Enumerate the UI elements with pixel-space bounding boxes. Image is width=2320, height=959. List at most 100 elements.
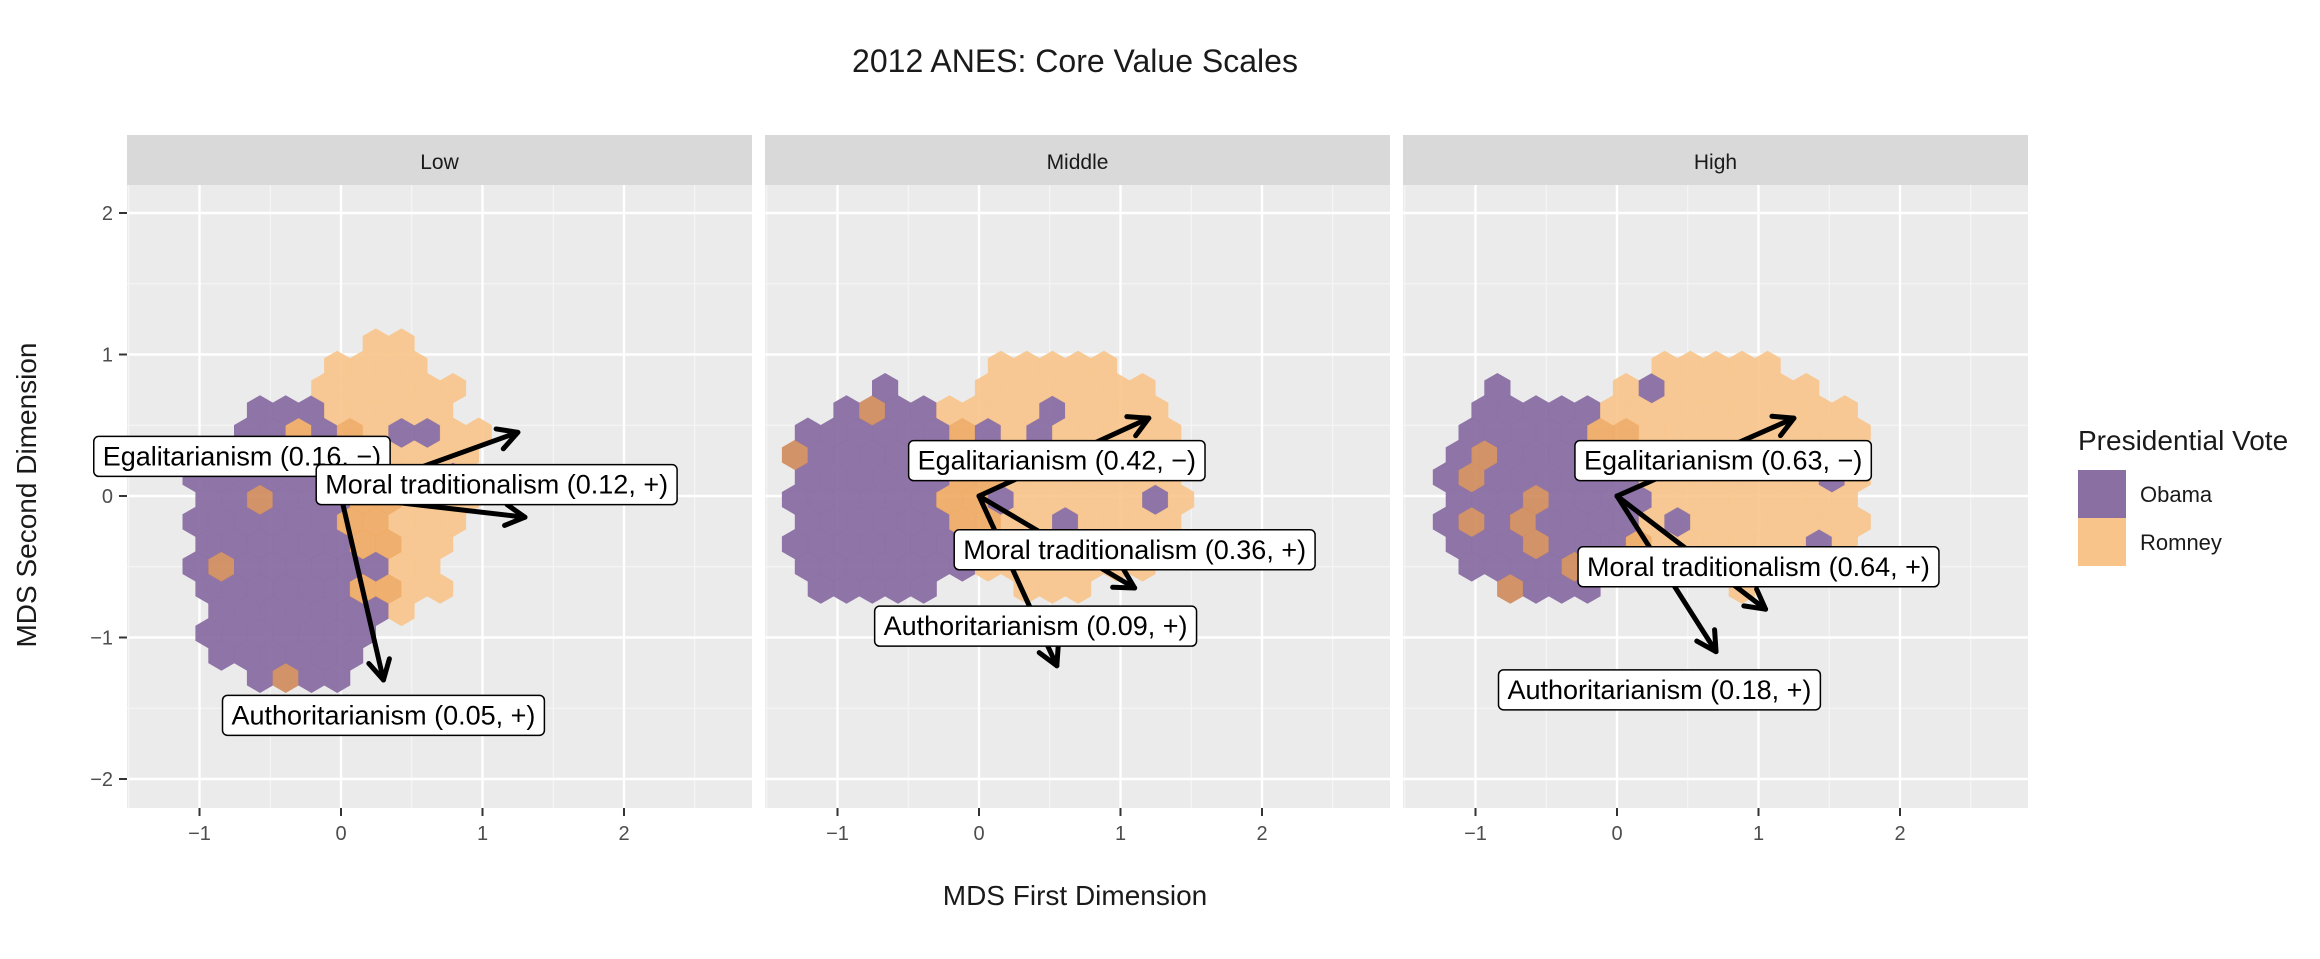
hexbin-cell — [987, 350, 1014, 381]
hexbin-cell — [1690, 506, 1717, 537]
hexbin-cell — [208, 506, 235, 537]
x-axis-title: MDS First Dimension — [943, 880, 1207, 911]
hexbin-cell — [246, 529, 274, 560]
hexbin-cell — [1484, 417, 1511, 448]
hexbin-cell — [962, 395, 989, 426]
hexbin-cell — [375, 573, 402, 604]
hexbin-cell — [349, 350, 376, 381]
x-tick-label: 2 — [1256, 823, 1267, 845]
hexbin-cell — [1548, 395, 1575, 426]
hexbin-cell — [298, 618, 325, 649]
hexbin-cell — [1638, 373, 1665, 404]
vector-label: Authoritarianism (0.18, +) — [1497, 669, 1822, 711]
hexbin-cell — [195, 573, 222, 604]
vector-label-box — [953, 529, 1316, 571]
hexbin-cell — [182, 506, 209, 537]
hexbin-cell — [246, 395, 274, 426]
hexbin-cell — [794, 462, 821, 493]
hexbin-cell — [1741, 373, 1768, 404]
x-tick-label: −1 — [1464, 823, 1487, 845]
hexbin-cell — [234, 595, 261, 627]
hexbin-cell — [846, 506, 873, 537]
hexbin-cell — [1780, 484, 1807, 515]
hexbin-cell — [1793, 506, 1820, 537]
hexbin-cell — [1612, 373, 1640, 404]
hexbin-cell — [872, 373, 899, 404]
hexbin-cell — [388, 417, 415, 448]
hexbin-cell — [272, 484, 299, 515]
hexbin-cell — [439, 417, 467, 448]
hexbin-cell — [1818, 506, 1846, 537]
hexbin-cell — [1703, 484, 1730, 515]
hexbin-cell — [465, 417, 492, 448]
x-tick-label: 1 — [1753, 823, 1764, 845]
legend-label-romney: Romney — [2140, 530, 2222, 555]
hexbin-cell — [1039, 484, 1066, 515]
hexbin-cell — [349, 395, 376, 426]
hexbin-cell — [846, 417, 873, 448]
hexbin-cell — [884, 439, 912, 471]
hexbin-cell — [1471, 529, 1498, 560]
hexbin-cell — [884, 573, 912, 604]
vector-label: Egalitarianism (0.42, −) — [907, 439, 1206, 482]
vector-label-text: Egalitarianism (0.42, −) — [918, 446, 1196, 476]
hexbin-cell — [1754, 484, 1781, 515]
vector-authoritarianism — [338, 493, 386, 683]
hexbin-cell — [246, 484, 274, 515]
hexbin-cell — [1510, 551, 1537, 582]
hexbin-cell — [872, 462, 899, 493]
x-tick-label: 2 — [618, 823, 629, 845]
hexbin-cell — [1432, 506, 1459, 537]
hexbin-cell — [1535, 506, 1562, 537]
hexbin-cell — [1116, 484, 1143, 515]
hexbin-cell — [388, 551, 415, 582]
hexbin-cell — [272, 618, 299, 649]
hexbin-cell — [1497, 573, 1524, 604]
vector-arrowhead — [502, 502, 528, 528]
legend-title: Presidential Vote — [2078, 425, 2288, 456]
hexbin-cell — [414, 417, 441, 448]
hexbin-cell — [1497, 395, 1524, 426]
hexbin-cell — [208, 640, 235, 671]
hexbin-cell — [987, 395, 1014, 426]
hexbin-cell — [1548, 439, 1575, 471]
hexbin-cell — [1625, 395, 1652, 426]
hexbin-cell — [298, 529, 325, 560]
x-tick-label: −1 — [826, 823, 849, 845]
hexbin-cell — [298, 573, 325, 604]
hexbin-cell — [833, 573, 860, 604]
hexbin-cell — [781, 439, 809, 471]
hexbin-cell — [1600, 395, 1627, 426]
hexbin-cell — [1039, 395, 1066, 426]
hexbin-cell — [884, 484, 912, 515]
hexbin-cell — [324, 662, 351, 693]
hexbin-cell — [427, 529, 454, 560]
hexbin-cell — [234, 640, 261, 671]
hexbin-cell — [807, 439, 834, 471]
hexbin-cell — [1548, 529, 1575, 560]
hexbin-cell — [846, 462, 873, 493]
hexbin-cell — [298, 662, 325, 693]
hexbin-cell — [1651, 484, 1678, 515]
hexbin-cell — [272, 529, 299, 560]
hexbin-cell — [1013, 395, 1040, 426]
hexbin-cell — [1715, 506, 1743, 537]
hexbin-cell — [1090, 395, 1117, 426]
vector-arrowhead — [1110, 566, 1138, 591]
hexbin-cell — [221, 618, 248, 649]
vector-label: Moral traditionalism (0.36, +) — [953, 529, 1316, 571]
hexbin-cell — [362, 328, 389, 359]
hexbin-cell — [1715, 373, 1743, 404]
vector-arrowhead — [1694, 627, 1719, 655]
hexbin-cell — [259, 551, 286, 582]
hexbin-cell — [936, 484, 963, 515]
hexbin-cell — [833, 529, 860, 560]
hexbin-cell — [375, 529, 402, 560]
hexbin-cell — [1587, 506, 1614, 537]
facet-strip — [1403, 135, 2028, 185]
hexbin-cell — [362, 373, 389, 404]
hexbin-cell — [1600, 484, 1627, 515]
hexbin-cell — [427, 395, 454, 426]
hexbin-cell — [1497, 484, 1524, 515]
